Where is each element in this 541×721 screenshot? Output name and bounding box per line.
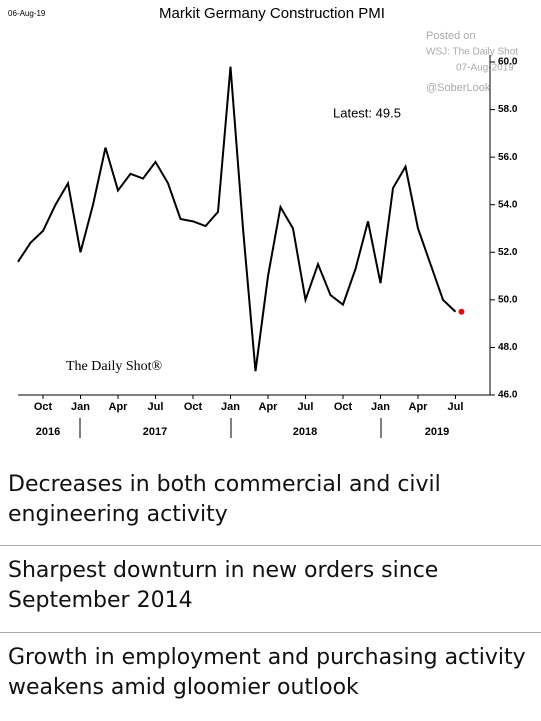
last-point <box>458 308 465 315</box>
year-label: 2019 <box>425 426 449 438</box>
headline: Sharpest downturn in new orders since Se… <box>0 546 541 633</box>
y-tick-label: 46.0 <box>498 390 518 401</box>
x-tick-label: Oct <box>184 401 203 413</box>
y-tick-label: 48.0 <box>498 342 518 353</box>
x-tick-label: Jul <box>298 401 314 413</box>
y-tick-label: 60.0 <box>498 57 518 68</box>
posted: @SoberLook <box>426 82 491 94</box>
y-tick-label: 50.0 <box>498 294 518 305</box>
chart: 06-Aug-19 Markit Germany Construction PM… <box>8 5 518 438</box>
x-tick-label: Jul <box>448 401 464 413</box>
y-tick-label: 52.0 <box>498 247 518 258</box>
y-tick-label: 54.0 <box>498 199 518 210</box>
y-tick-label: 58.0 <box>498 104 518 115</box>
posted: Posted on <box>426 30 476 42</box>
date-stamp: 06-Aug-19 <box>8 9 46 18</box>
x-tick-label: Apr <box>409 401 429 413</box>
x-tick-label: Oct <box>334 401 353 413</box>
x-tick-label: Jan <box>71 401 90 413</box>
headlines: Decreases in both commercial and civil e… <box>0 460 541 721</box>
headline: Growth in employment and purchasing acti… <box>8 645 526 700</box>
x-tick-label: Jan <box>221 401 240 413</box>
posted: WSJ: The Daily Shot <box>426 47 518 58</box>
x-tick-label: Apr <box>259 401 279 413</box>
x-tick-label: Oct <box>34 401 53 413</box>
x-tick-label: Apr <box>109 401 129 413</box>
annotation: Latest: 49.5 <box>333 105 401 120</box>
chart-title: Markit Germany Construction PMI <box>159 5 385 22</box>
x-tick-label: Jul <box>148 401 164 413</box>
x-tick-label: Jan <box>371 401 390 413</box>
year-label: 2016 <box>36 426 60 438</box>
year-label: 2017 <box>143 426 167 438</box>
watermark: The Daily Shot® <box>66 359 163 374</box>
posted: 07-Aug-2019 <box>456 63 514 74</box>
y-tick-label: 56.0 <box>498 152 518 163</box>
year-label: 2018 <box>293 426 317 438</box>
line <box>17 66 457 372</box>
headline: Decreases in both commercial and civil e… <box>0 460 541 546</box>
